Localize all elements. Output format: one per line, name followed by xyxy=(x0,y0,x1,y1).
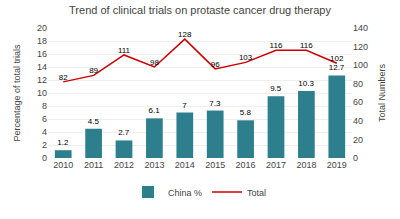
svg-text:2015: 2015 xyxy=(205,160,225,170)
svg-text:82: 82 xyxy=(59,73,68,82)
svg-text:2017: 2017 xyxy=(266,160,286,170)
svg-text:103: 103 xyxy=(239,53,253,62)
svg-text:12.7: 12.7 xyxy=(329,63,345,72)
svg-text:7: 7 xyxy=(182,101,187,110)
svg-text:2019: 2019 xyxy=(327,160,347,170)
svg-text:40: 40 xyxy=(353,116,363,126)
svg-text:2010: 2010 xyxy=(53,160,73,170)
svg-text:0: 0 xyxy=(42,153,47,163)
svg-text:8: 8 xyxy=(42,101,47,111)
svg-text:16: 16 xyxy=(37,49,47,59)
svg-text:20: 20 xyxy=(37,23,47,33)
svg-text:100: 100 xyxy=(353,60,368,70)
svg-text:20: 20 xyxy=(353,135,363,145)
svg-text:120: 120 xyxy=(353,42,368,52)
svg-text:2012: 2012 xyxy=(114,160,134,170)
svg-text:80: 80 xyxy=(353,79,363,89)
svg-text:98: 98 xyxy=(150,58,159,67)
svg-text:Total Numbers: Total Numbers xyxy=(377,63,387,122)
svg-text:2018: 2018 xyxy=(296,160,316,170)
svg-text:2011: 2011 xyxy=(84,160,103,170)
svg-text:2: 2 xyxy=(42,140,47,150)
svg-text:Percentage of total trials: Percentage of total trials xyxy=(12,44,22,142)
svg-text:89: 89 xyxy=(89,66,98,75)
svg-text:2.7: 2.7 xyxy=(118,128,130,137)
svg-text:6: 6 xyxy=(42,114,47,124)
svg-text:2014: 2014 xyxy=(175,160,195,170)
svg-text:12: 12 xyxy=(37,75,47,85)
svg-text:9.5: 9.5 xyxy=(270,84,282,93)
svg-text:116: 116 xyxy=(300,41,313,50)
svg-text:1.2: 1.2 xyxy=(57,138,69,147)
svg-text:0: 0 xyxy=(353,153,358,163)
svg-text:China %: China % xyxy=(168,188,202,198)
svg-text:4: 4 xyxy=(42,127,47,137)
svg-text:2013: 2013 xyxy=(144,160,164,170)
svg-text:18: 18 xyxy=(37,36,47,46)
svg-text:10: 10 xyxy=(37,88,47,98)
svg-text:7.3: 7.3 xyxy=(209,99,221,108)
svg-text:60: 60 xyxy=(353,97,363,107)
svg-text:116: 116 xyxy=(270,41,283,50)
svg-text:111: 111 xyxy=(118,46,131,55)
svg-text:5.8: 5.8 xyxy=(240,108,252,117)
svg-text:14: 14 xyxy=(37,62,47,72)
svg-text:Total: Total xyxy=(247,188,266,198)
svg-text:10.3: 10.3 xyxy=(298,79,314,88)
svg-text:96: 96 xyxy=(211,60,220,69)
svg-text:102: 102 xyxy=(330,54,344,63)
svg-text:Trend of clinical trials on pr: Trend of clinical trials on protaste can… xyxy=(69,4,331,16)
svg-text:140: 140 xyxy=(353,23,368,33)
svg-text:6.1: 6.1 xyxy=(149,106,161,115)
svg-text:4.5: 4.5 xyxy=(88,117,100,126)
svg-text:128: 128 xyxy=(178,30,192,39)
svg-text:2016: 2016 xyxy=(236,160,256,170)
